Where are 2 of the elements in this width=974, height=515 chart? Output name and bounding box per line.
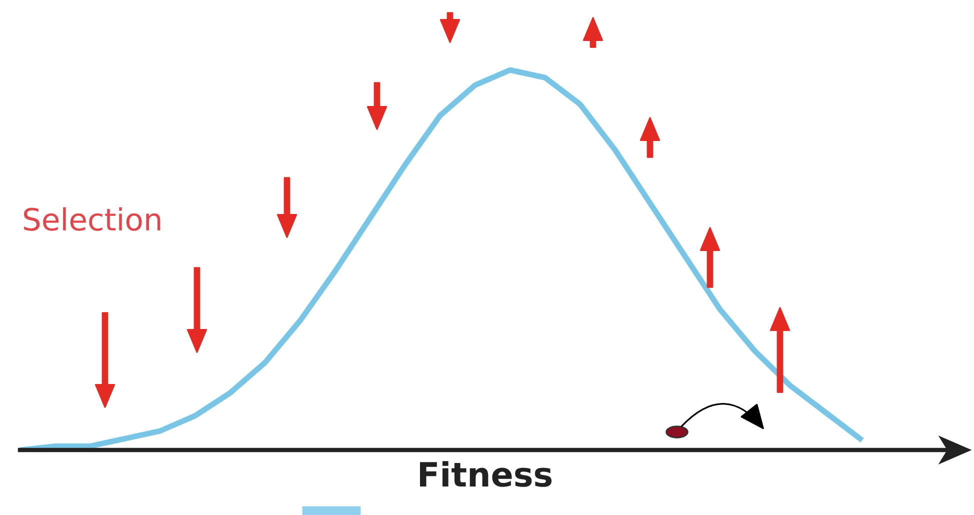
annotation: Selection	[24, 207, 160, 231]
x-axis-title: Fitness	[420, 461, 552, 487]
